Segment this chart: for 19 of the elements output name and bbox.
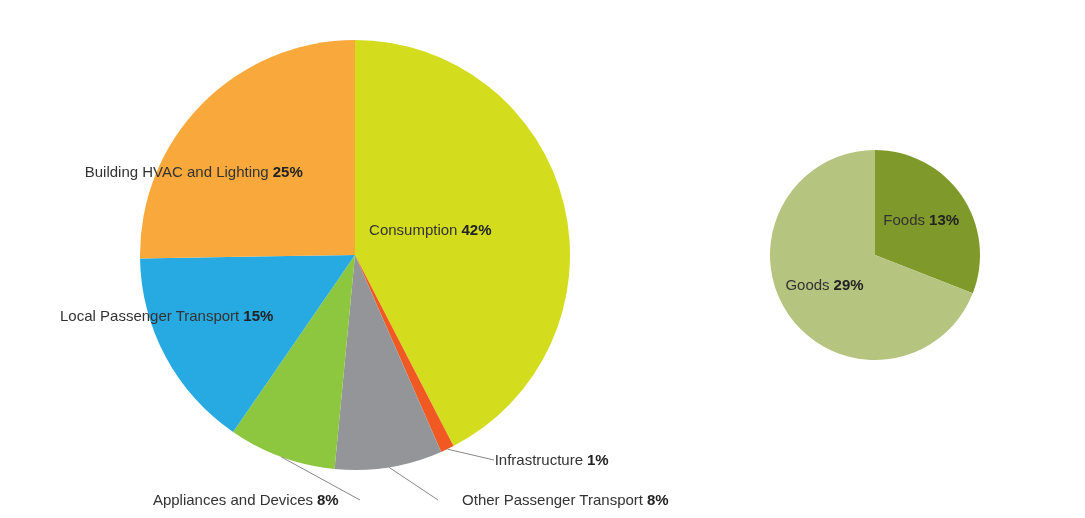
pie-slice	[355, 40, 570, 447]
data-label: 1%	[587, 451, 609, 468]
data-label: 42%	[461, 220, 492, 238]
data-label: 15%	[243, 306, 274, 324]
slice-label: Infrastructure	[494, 451, 583, 468]
slice-label: Foods	[883, 210, 926, 228]
data-label: 25%	[272, 163, 303, 181]
data-label: 13%	[929, 210, 960, 228]
slice-label: Goods	[785, 275, 830, 293]
pie-slice	[334, 255, 442, 470]
slice-label: Other Passenger Transport	[462, 491, 644, 508]
pie-slice	[140, 40, 355, 259]
slice-label: Consumption	[369, 220, 458, 238]
data-label: 29%	[833, 275, 864, 293]
pie-slice	[875, 150, 980, 294]
data-label: 8%	[317, 491, 339, 508]
data-label: 8%	[647, 491, 669, 508]
pie-slice	[770, 150, 973, 360]
slice-label: Appliances and Devices	[152, 491, 313, 508]
